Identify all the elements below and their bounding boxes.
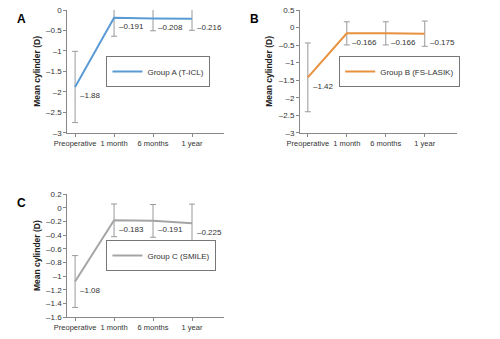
svg-text:–1.88: –1.88 bbox=[80, 91, 101, 100]
svg-text:–0.2: –0.2 bbox=[46, 217, 62, 226]
svg-text:1 month: 1 month bbox=[333, 139, 360, 148]
svg-text:–1.08: –1.08 bbox=[80, 286, 101, 295]
svg-text:Preoperative: Preoperative bbox=[54, 139, 97, 148]
svg-text:0.2: 0.2 bbox=[51, 190, 63, 199]
svg-text:–1.42: –1.42 bbox=[313, 82, 334, 91]
svg-text:6 months: 6 months bbox=[370, 139, 401, 148]
svg-text:–0.5: –0.5 bbox=[46, 26, 62, 35]
svg-text:6 months: 6 months bbox=[138, 139, 169, 148]
svg-text:0.5: 0.5 bbox=[283, 6, 295, 15]
svg-text:Group B (FS-LASIK): Group B (FS-LASIK) bbox=[380, 68, 453, 77]
svg-text:Preoperative: Preoperative bbox=[54, 323, 97, 332]
svg-text:Preoperative: Preoperative bbox=[287, 139, 330, 148]
svg-text:–0.166: –0.166 bbox=[391, 38, 416, 47]
svg-text:–0.225: –0.225 bbox=[197, 228, 222, 237]
svg-text:–0.4: –0.4 bbox=[46, 231, 62, 240]
svg-text:Group C (SMILE): Group C (SMILE) bbox=[147, 252, 209, 261]
svg-text:–2.5: –2.5 bbox=[46, 108, 62, 117]
svg-text:–0.166: –0.166 bbox=[352, 38, 377, 47]
svg-text:–2.5: –2.5 bbox=[279, 111, 295, 120]
svg-text:Mean cylinder (D): Mean cylinder (D) bbox=[32, 220, 42, 291]
svg-text:1 month: 1 month bbox=[101, 139, 128, 148]
svg-text:0: 0 bbox=[57, 204, 62, 213]
svg-text:Group A (T-ICL): Group A (T-ICL) bbox=[147, 68, 203, 77]
svg-text:–2: –2 bbox=[53, 88, 62, 97]
svg-text:–0.8: –0.8 bbox=[46, 258, 62, 267]
svg-text:–2: –2 bbox=[285, 94, 294, 103]
svg-text:1 year: 1 year bbox=[182, 323, 203, 332]
svg-text:–0.191: –0.191 bbox=[158, 225, 183, 234]
svg-text:–1.5: –1.5 bbox=[46, 67, 62, 76]
svg-text:0: 0 bbox=[290, 23, 295, 32]
svg-text:–0.6: –0.6 bbox=[46, 245, 62, 254]
svg-text:B: B bbox=[250, 12, 259, 26]
svg-text:A: A bbox=[17, 12, 26, 26]
svg-text:0: 0 bbox=[57, 6, 62, 15]
svg-text:–1: –1 bbox=[53, 272, 62, 281]
svg-text:6 months: 6 months bbox=[138, 323, 169, 332]
svg-text:1 year: 1 year bbox=[414, 139, 435, 148]
svg-text:–1.6: –1.6 bbox=[46, 313, 62, 322]
svg-text:–0.183: –0.183 bbox=[119, 225, 144, 234]
svg-text:–1: –1 bbox=[285, 58, 294, 67]
svg-text:–1.2: –1.2 bbox=[46, 286, 62, 295]
svg-text:C: C bbox=[17, 196, 26, 210]
svg-text:–1.5: –1.5 bbox=[279, 76, 295, 85]
svg-text:–3: –3 bbox=[285, 129, 294, 138]
svg-text:–0.216: –0.216 bbox=[197, 23, 222, 32]
svg-text:–0.175: –0.175 bbox=[430, 38, 455, 47]
svg-text:–0.5: –0.5 bbox=[279, 41, 295, 50]
svg-text:Mean cylinder (D): Mean cylinder (D) bbox=[264, 36, 274, 107]
svg-text:–0.208: –0.208 bbox=[158, 23, 183, 32]
svg-text:–3: –3 bbox=[53, 129, 62, 138]
svg-text:–1: –1 bbox=[53, 47, 62, 56]
svg-text:1 year: 1 year bbox=[182, 139, 203, 148]
svg-text:Mean cylinder (D): Mean cylinder (D) bbox=[32, 36, 42, 107]
svg-text:1 month: 1 month bbox=[101, 323, 128, 332]
svg-text:–1.4: –1.4 bbox=[46, 299, 62, 308]
svg-text:–0.191: –0.191 bbox=[119, 22, 144, 31]
